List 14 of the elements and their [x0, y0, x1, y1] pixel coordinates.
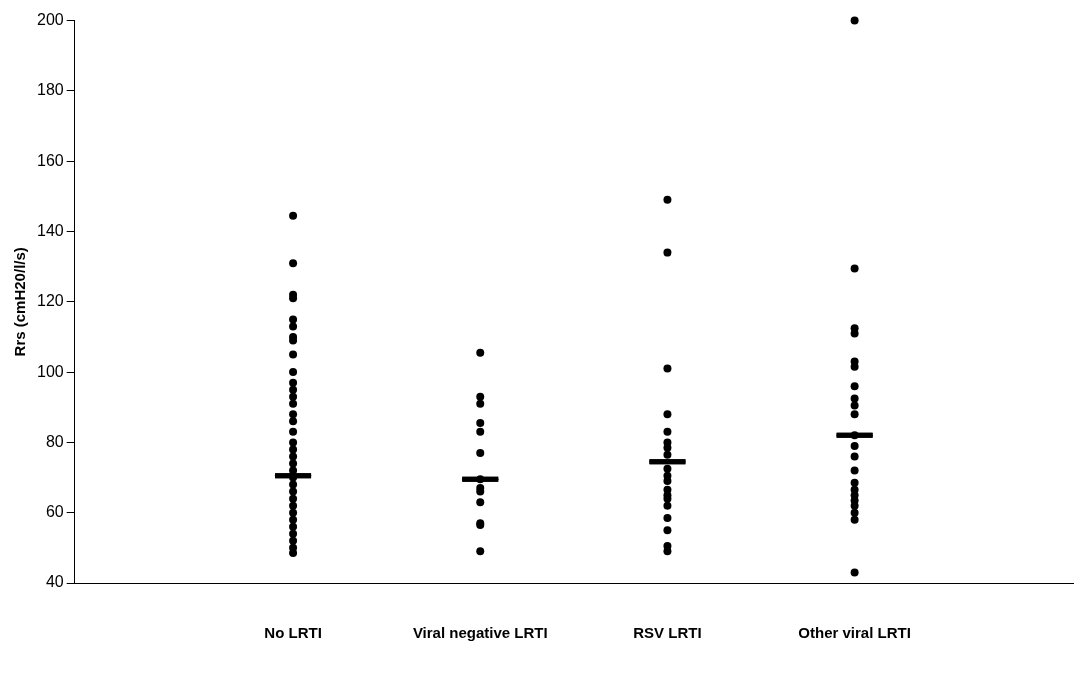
y-tick-label: 120 — [36, 292, 64, 310]
y-tick-label: 160 — [36, 151, 64, 169]
y-tick-label: 200 — [36, 11, 64, 29]
y-tick-label: 60 — [45, 503, 64, 521]
x-tick-label: RSV LRTI — [633, 624, 702, 642]
y-tick-label: 180 — [36, 81, 64, 99]
x-tick-label: No LRTI — [264, 624, 322, 642]
y-tick-label: 140 — [36, 221, 64, 239]
y-tick-label: 100 — [36, 362, 64, 380]
x-tick-label: Viral negative LRTI — [412, 624, 548, 642]
x-tick-label: Other viral LRTI — [798, 624, 911, 642]
y-axis-title: Rrs (cmH20/l/s) — [11, 247, 29, 357]
y-tick-label: 40 — [45, 573, 64, 591]
y-tick-label: 80 — [45, 432, 64, 450]
